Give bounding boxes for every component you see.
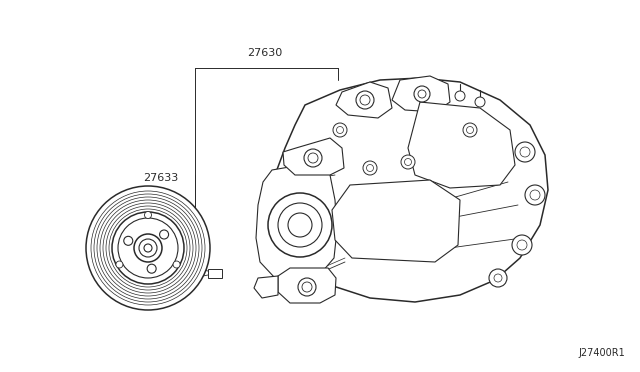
Circle shape — [139, 239, 157, 257]
Circle shape — [302, 282, 312, 292]
Circle shape — [515, 142, 535, 162]
Circle shape — [86, 186, 210, 310]
Circle shape — [360, 95, 370, 105]
Polygon shape — [278, 268, 336, 303]
Circle shape — [134, 234, 162, 262]
Polygon shape — [254, 276, 278, 298]
Circle shape — [116, 261, 123, 268]
Polygon shape — [336, 82, 392, 118]
Polygon shape — [408, 102, 515, 188]
Circle shape — [333, 123, 347, 137]
Circle shape — [304, 149, 322, 167]
Circle shape — [525, 185, 545, 205]
Circle shape — [288, 213, 312, 237]
Circle shape — [530, 190, 540, 200]
Circle shape — [112, 212, 184, 284]
Circle shape — [489, 269, 507, 287]
Circle shape — [404, 158, 412, 166]
Polygon shape — [332, 180, 460, 262]
Circle shape — [94, 194, 202, 302]
Circle shape — [145, 212, 152, 218]
Circle shape — [512, 235, 532, 255]
Circle shape — [337, 126, 344, 134]
Bar — [208, 269, 222, 278]
Circle shape — [418, 90, 426, 98]
Circle shape — [517, 240, 527, 250]
Circle shape — [118, 218, 178, 278]
Polygon shape — [272, 78, 548, 302]
Text: 27633: 27633 — [143, 173, 178, 183]
Circle shape — [91, 191, 205, 305]
Circle shape — [356, 91, 374, 109]
Polygon shape — [256, 162, 337, 278]
Circle shape — [103, 203, 193, 293]
Polygon shape — [392, 76, 450, 112]
Circle shape — [298, 278, 316, 296]
Circle shape — [159, 230, 168, 239]
Circle shape — [278, 203, 322, 247]
Circle shape — [463, 123, 477, 137]
Text: J27400R1: J27400R1 — [579, 348, 625, 358]
Circle shape — [367, 164, 374, 171]
Circle shape — [124, 236, 132, 245]
Circle shape — [363, 161, 377, 175]
Circle shape — [475, 97, 485, 107]
Circle shape — [467, 126, 474, 134]
Circle shape — [100, 200, 196, 296]
Circle shape — [494, 274, 502, 282]
Circle shape — [106, 206, 190, 290]
Circle shape — [147, 264, 156, 273]
Circle shape — [268, 193, 332, 257]
Circle shape — [455, 91, 465, 101]
Circle shape — [144, 244, 152, 252]
Polygon shape — [283, 138, 344, 175]
Circle shape — [520, 147, 530, 157]
Circle shape — [109, 209, 187, 287]
Circle shape — [97, 197, 199, 299]
Circle shape — [414, 86, 430, 102]
Circle shape — [308, 153, 318, 163]
Text: 27630: 27630 — [248, 48, 283, 58]
Circle shape — [401, 155, 415, 169]
Circle shape — [173, 261, 180, 268]
